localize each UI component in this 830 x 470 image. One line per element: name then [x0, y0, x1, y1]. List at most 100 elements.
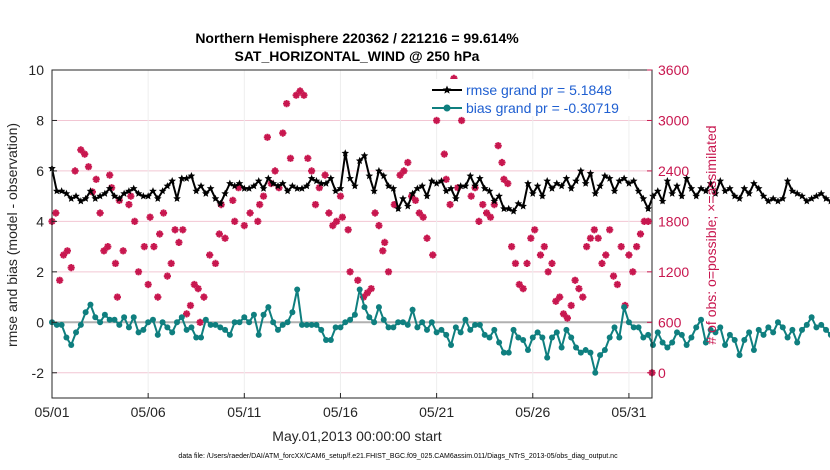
rmse-point: [129, 184, 138, 192]
rmse-point: [798, 192, 806, 200]
rmse-point: [408, 189, 417, 197]
obs-point: [186, 301, 195, 310]
y-tick-label: 2: [36, 264, 44, 280]
rmse-point: [827, 199, 830, 205]
rmse-point: [144, 192, 152, 200]
bias-point: [342, 319, 349, 326]
rmse-point: [62, 189, 71, 197]
obs-point: [221, 234, 229, 242]
rmse-point: [370, 187, 378, 195]
rmse-point: [250, 182, 258, 190]
rmse-point: [740, 184, 749, 192]
obs-point: [127, 192, 135, 200]
bias-point: [241, 314, 248, 321]
obs-point: [396, 171, 404, 179]
y2-axis-label: # of obs: o=possible; ×=assimilated: [703, 125, 719, 344]
rmse-point: [168, 177, 176, 185]
obs-point: [579, 293, 587, 301]
rmse-point: [654, 187, 662, 195]
obs-point: [346, 268, 354, 276]
obs-point: [483, 209, 491, 217]
obs-point: [590, 226, 598, 234]
x-tick-label: 05/31: [611, 404, 646, 420]
rmse-point: [432, 179, 441, 187]
y-tick-label: 10: [28, 62, 44, 78]
rmse-point: [375, 166, 383, 175]
bias-point: [486, 334, 493, 341]
obs-point: [475, 217, 483, 225]
legend-rmse-label: rmse grand pr = 5.1848: [466, 82, 612, 98]
obs-point: [183, 310, 191, 318]
bias-point: [178, 314, 185, 321]
obs-point: [134, 268, 143, 276]
bias-point: [443, 331, 450, 338]
rmse-point: [629, 177, 638, 185]
rmse-point: [298, 184, 306, 192]
bias-point: [630, 324, 637, 331]
obs-point: [140, 243, 148, 251]
y-axis-label: rmse and bias (model - observation): [4, 123, 20, 347]
rmse-point: [485, 187, 494, 195]
obs-point: [527, 234, 535, 242]
rmse-point: [230, 182, 239, 190]
rmse-point: [211, 194, 220, 202]
bias-point: [524, 347, 531, 354]
bias-point: [356, 286, 363, 293]
bias-point: [82, 309, 89, 316]
rmse-point: [577, 166, 585, 175]
rmse-point: [288, 182, 297, 190]
obs-point: [515, 280, 523, 289]
bias-point: [520, 336, 527, 343]
obs-point: [171, 226, 179, 234]
rmse-series: [48, 149, 830, 215]
obs-point: [329, 222, 337, 230]
bias-point: [395, 319, 402, 326]
bias-point: [159, 319, 166, 326]
obs-point: [63, 247, 71, 255]
obs-point: [77, 146, 85, 154]
rmse-point: [456, 182, 465, 190]
obs-point: [548, 259, 556, 267]
rmse-point: [240, 184, 249, 192]
rmse-point: [639, 194, 648, 202]
bias-point: [573, 344, 580, 351]
rmse-point: [634, 187, 643, 195]
rmse-point: [283, 187, 292, 195]
bias-point: [92, 314, 99, 321]
rmse-point: [803, 197, 811, 205]
obs-point: [333, 217, 341, 225]
bias-point: [529, 334, 536, 341]
obs-point: [325, 209, 333, 217]
rmse-point: [538, 192, 547, 200]
bias-point: [101, 311, 108, 318]
rmse-point: [779, 194, 787, 202]
obs-point: [575, 285, 583, 293]
obs-point: [175, 238, 183, 246]
bias-point: [784, 334, 791, 341]
bias-point: [669, 339, 676, 346]
obs-point: [511, 259, 520, 267]
bias-point: [198, 334, 205, 341]
obs-point: [283, 100, 291, 108]
rmse-point: [399, 194, 407, 202]
bias-point: [87, 301, 94, 308]
rmse-point: [365, 172, 374, 180]
obs-point: [88, 188, 96, 196]
rmse-point: [163, 182, 172, 190]
obs-point: [625, 251, 633, 259]
rmse-point: [461, 182, 470, 190]
obs-point: [200, 293, 208, 301]
bias-point: [308, 321, 315, 328]
rmse-point: [86, 187, 95, 195]
bias-point: [688, 334, 695, 341]
bias-point: [347, 316, 354, 323]
obs-point: [344, 226, 352, 234]
rmse-point: [115, 194, 124, 202]
rmse-point: [235, 179, 244, 187]
rmse-point: [197, 182, 205, 190]
rmse-point: [726, 184, 734, 192]
rmse-point: [192, 187, 200, 195]
rmse-point: [567, 184, 575, 192]
bias-point: [73, 329, 80, 336]
obs-point: [523, 259, 531, 267]
